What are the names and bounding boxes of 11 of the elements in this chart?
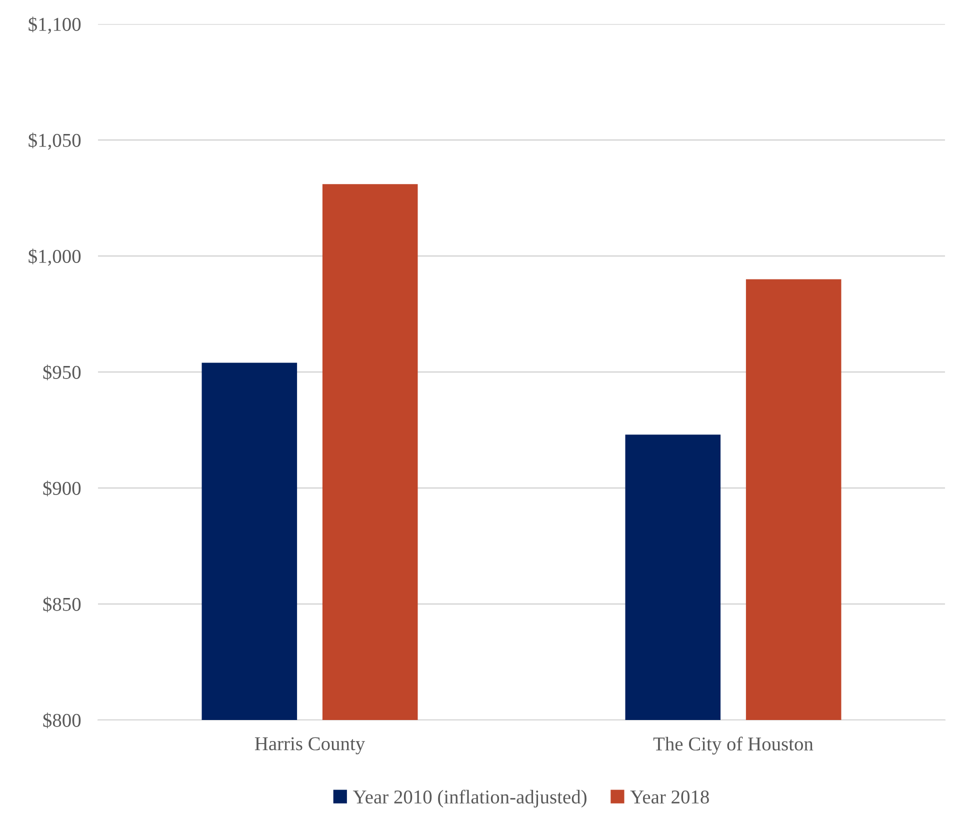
y-tick-label: $900 — [43, 480, 81, 496]
legend-label: Year 2018 — [630, 790, 709, 804]
y-tick-label: $1,000 — [28, 248, 81, 266]
x-tick-label: The City of Houston — [653, 736, 814, 755]
legend-label: Year 2010 (inflation-adjusted) — [352, 790, 586, 808]
y-tick-label: $850 — [43, 596, 81, 612]
y-tick-label: $1,100 — [28, 16, 81, 34]
x-tick-label: Harris County — [254, 737, 366, 754]
y-tick-label: $800 — [43, 712, 81, 728]
y-tick-label: $950 — [43, 364, 81, 380]
y-tick-label: $1,050 — [28, 132, 81, 150]
